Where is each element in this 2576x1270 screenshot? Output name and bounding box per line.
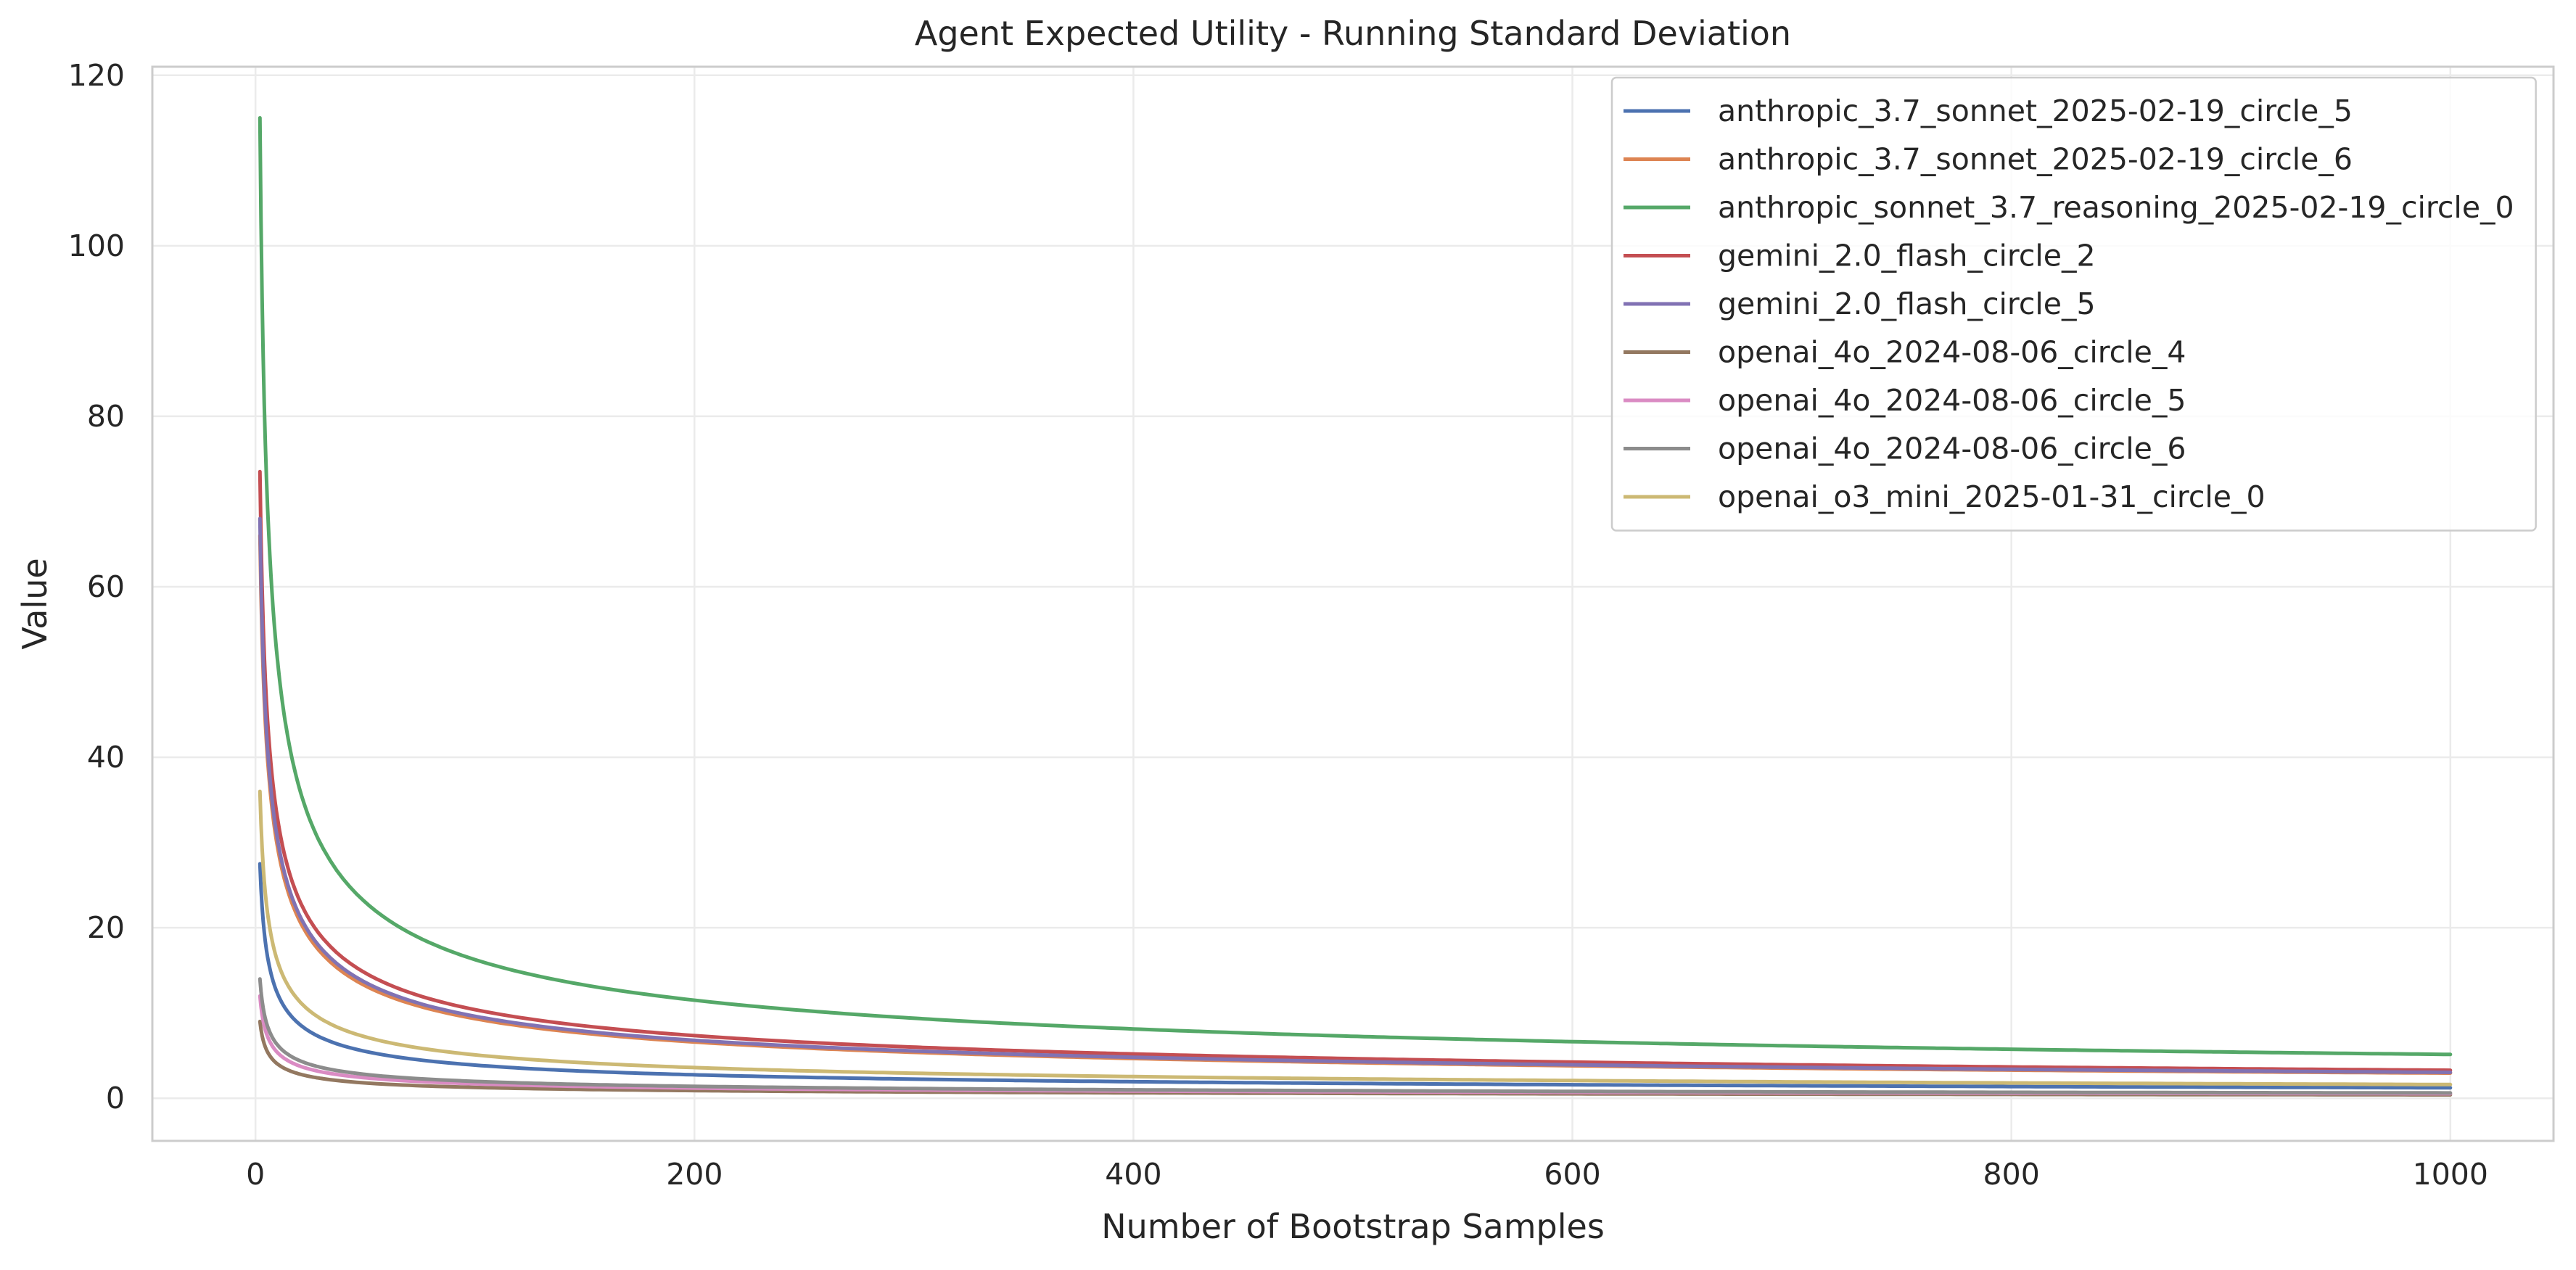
legend: anthropic_3.7_sonnet_2025-02-19_circle_5… [1610,76,2537,532]
x-axis-label: Number of Bootstrap Samples [1101,1207,1605,1246]
y-tick-label: 80 [87,399,125,434]
series-line-anthropic-3-7-sonnet-2025-02-19-circle-6 [258,534,2453,1075]
legend-label: anthropic_sonnet_3.7_reasoning_2025-02-1… [1718,190,2514,225]
y-axis-label: Value [15,558,54,649]
y-tick-labels: 0 20 40 60 80 100 120 [68,58,125,1116]
y-tick-label: 20 [87,910,125,945]
x-tick-label: 1000 [2413,1157,2488,1192]
chart-title: Agent Expected Utility - Running Standar… [915,14,1791,53]
x-tick-label: 0 [246,1157,265,1192]
legend-label: anthropic_3.7_sonnet_2025-02-19_circle_6 [1718,142,2353,177]
series-line-openai-4o-2024-08-06-circle-6 [258,977,2453,1095]
legend-items: anthropic_3.7_sonnet_2025-02-19_circle_5… [1624,94,2514,514]
y-tick-label: 60 [87,569,125,604]
legend-label: openai_4o_2024-08-06_circle_5 [1718,383,2186,418]
series-lines [258,116,2453,1097]
legend-label: openai_o3_mini_2025-01-31_circle_0 [1718,479,2266,514]
x-tick-labels: 0 200 400 600 800 1000 [246,1157,2488,1192]
x-tick-label: 400 [1105,1157,1161,1192]
y-tick-label: 40 [87,740,125,775]
x-tick-label: 200 [666,1157,723,1192]
series-line-anthropic-sonnet-3-7-reasoning-2025-02-19-circle-0 [258,116,2453,1057]
y-tick-label: 100 [68,228,125,263]
series-line-anthropic-3-7-sonnet-2025-02-19-circle-5 [258,862,2453,1090]
y-tick-label: 0 [106,1081,125,1116]
series-line-gemini-2-0-flash-circle-2 [258,469,2453,1073]
legend-label: gemini_2.0_flash_circle_5 [1718,286,2096,321]
legend-label: openai_4o_2024-08-06_circle_6 [1718,432,2186,466]
y-tick-label: 120 [68,58,125,93]
legend-label: openai_4o_2024-08-06_circle_4 [1718,335,2186,370]
legend-label: gemini_2.0_flash_circle_2 [1718,239,2096,273]
series-line-gemini-2-0-flash-circle-5 [258,516,2453,1074]
plot-frame [151,65,2555,1142]
legend-label: anthropic_3.7_sonnet_2025-02-19_circle_5 [1718,94,2353,128]
legend-box [1610,76,2537,532]
x-tick-label: 600 [1544,1157,1600,1192]
x-tick-label: 800 [1983,1157,2040,1192]
series-line-openai-o3-mini-2025-01-31-circle-0 [258,789,2453,1086]
